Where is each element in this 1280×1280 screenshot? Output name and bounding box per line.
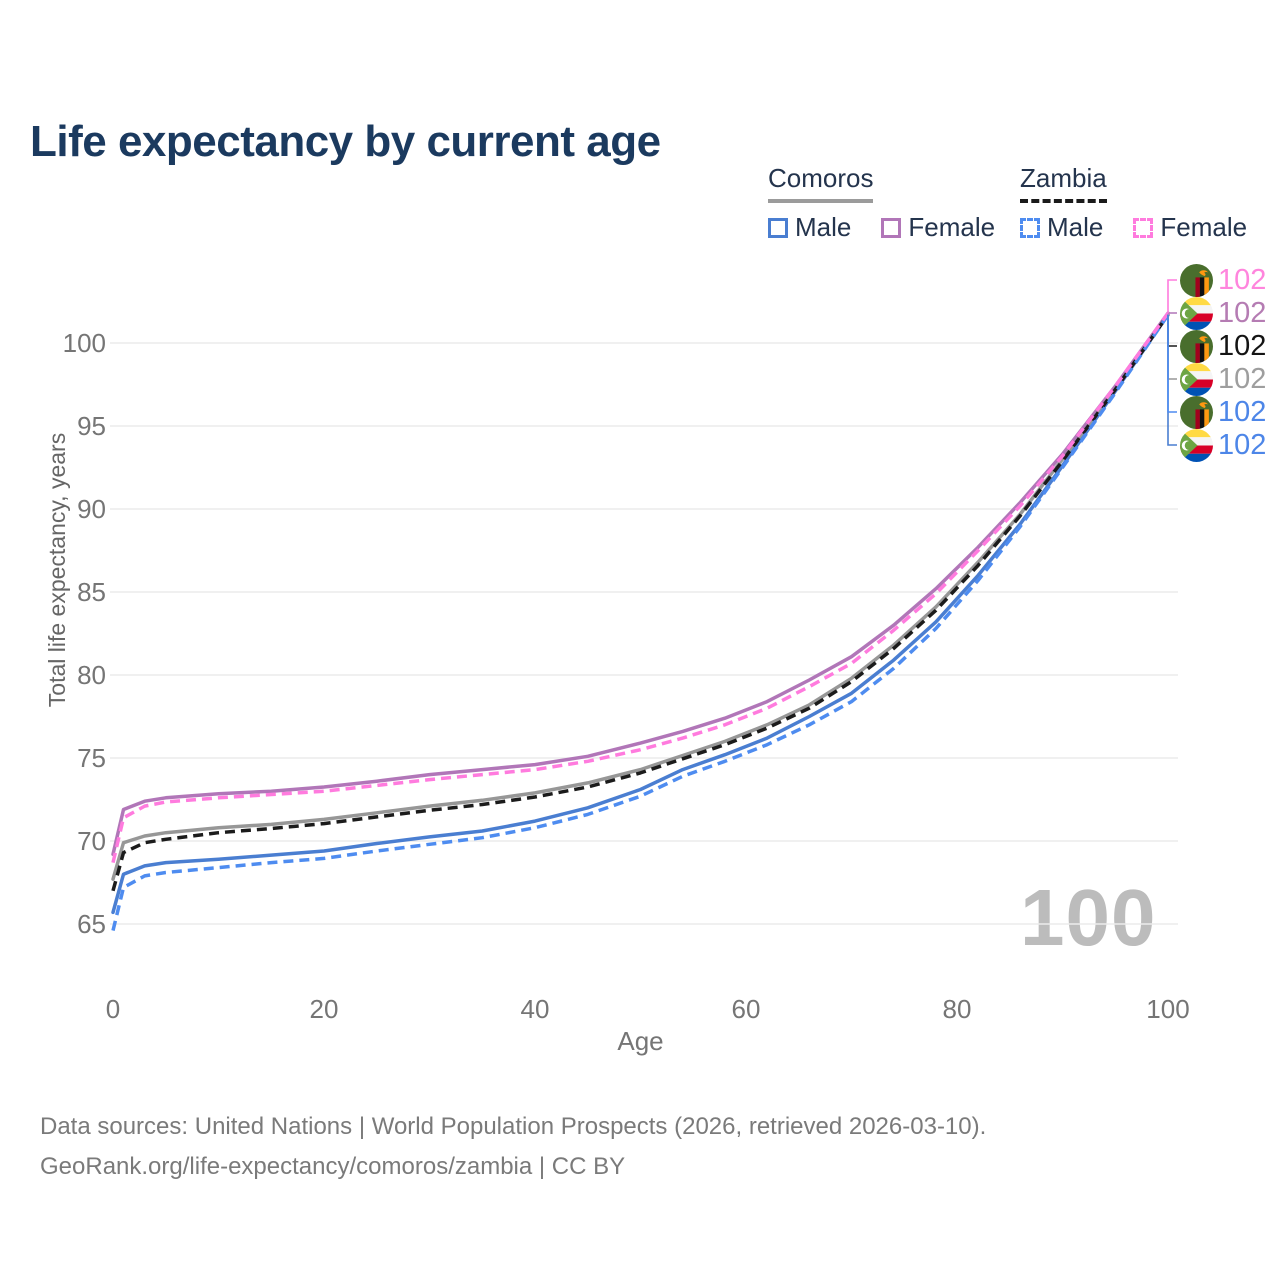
x-tick-label: 60 [732, 994, 761, 1024]
legend-swatch-zambia-female-icon [1133, 217, 1154, 238]
chart-title: Life expectancy by current age [30, 117, 661, 167]
end-label-comoros: 102 [1180, 362, 1266, 396]
legend-country-zambia[interactable]: Zambia [1020, 163, 1107, 203]
legend-item-label: Male [795, 212, 852, 242]
legend-group-zambia: Zambia Male Female [1020, 163, 1247, 243]
age-watermark: 100 [1020, 873, 1157, 962]
series-line-comoros-female [111, 311, 1170, 857]
leader-line-zambia [1167, 314, 1177, 347]
flag-icon-zambia [1180, 263, 1213, 297]
leader-line-zambia-male [1167, 314, 1177, 413]
x-axis-title: Age [617, 1026, 664, 1056]
end-label-zambia-male: 102 [1180, 395, 1266, 429]
end-label-value: 102 [1218, 263, 1267, 296]
y-tick-label: 100 [63, 328, 106, 358]
legend-item-comoros-male[interactable]: Male [768, 212, 851, 243]
end-label-comoros-female: 102 [1180, 296, 1266, 330]
end-label-value: 102 [1218, 395, 1267, 428]
y-tick-label: 95 [77, 411, 106, 441]
x-tick-label: 100 [1146, 994, 1189, 1024]
y-tick-label: 70 [77, 826, 106, 856]
flag-icon-zambia [1180, 395, 1213, 429]
end-label-zambia: 102 [1180, 329, 1266, 363]
end-label-value: 102 [1218, 296, 1267, 329]
legend-swatch-zambia-male-icon [1020, 217, 1040, 238]
end-label-comoros-male: 102 [1180, 428, 1266, 462]
flag-icon-zambia [1180, 329, 1213, 363]
series-line-zambia-female [111, 312, 1170, 863]
end-label-value: 102 [1218, 428, 1267, 461]
footer-attribution: GeoRank.org/life-expectancy/comoros/zamb… [40, 1153, 626, 1180]
legend-group-comoros: Comoros Male Female [768, 163, 995, 243]
flag-icon-comoros [1180, 296, 1213, 330]
footer-data-sources: Data sources: United Nations | World Pop… [40, 1113, 987, 1140]
legend-item-zambia-male[interactable]: Male [1020, 212, 1103, 243]
flag-icon-comoros [1180, 428, 1213, 462]
legend-item-zambia-female[interactable]: Female [1133, 212, 1247, 243]
x-tick-label: 40 [521, 994, 550, 1024]
series-line-zambia-male [111, 313, 1170, 932]
x-tick-label: 20 [310, 994, 339, 1024]
x-tick-label: 80 [943, 994, 972, 1024]
x-tick-label: 0 [106, 994, 120, 1024]
y-tick-label: 85 [77, 577, 106, 607]
end-label-value: 102 [1218, 362, 1267, 395]
y-axis-title: Total life expectancy, years [44, 432, 70, 708]
y-tick-label: 90 [77, 494, 106, 524]
series-line-comoros [111, 313, 1170, 881]
y-tick-label: 65 [77, 909, 106, 939]
line-chart: 65 70 75 80 85 90 95 100 0 20 40 60 80 100 [63, 279, 1190, 1024]
y-tick-label: 75 [77, 743, 106, 773]
legend-country-comoros[interactable]: Comoros [768, 163, 874, 203]
end-label-zambia-female: 102 [1180, 263, 1266, 297]
legend-item-label: Male [1047, 212, 1104, 242]
leader-line-comoros [1167, 314, 1177, 380]
legend-item-label: Female [908, 212, 996, 242]
series-line-comoros-male [111, 313, 1170, 915]
flag-icon-comoros [1180, 362, 1213, 396]
leader-line-zambia-female [1167, 279, 1177, 314]
series-line-zambia [111, 313, 1170, 892]
legend-swatch-comoros-female-icon [881, 217, 902, 238]
legend-item-comoros-female[interactable]: Female [881, 212, 995, 243]
y-tick-label: 80 [77, 660, 106, 690]
end-label-value: 102 [1218, 329, 1267, 362]
legend-swatch-comoros-male-icon [768, 217, 788, 238]
footer: Data sources: United Nations | World Pop… [40, 1107, 986, 1187]
legend-item-label: Female [1160, 212, 1248, 242]
